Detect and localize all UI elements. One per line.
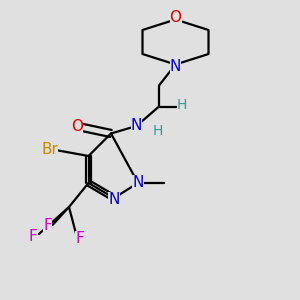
Text: F: F: [75, 231, 84, 246]
Text: H: H: [153, 124, 164, 137]
Text: F: F: [43, 218, 52, 233]
Text: O: O: [71, 119, 83, 134]
Text: O: O: [169, 10, 181, 25]
Text: N: N: [132, 175, 144, 190]
Text: Br: Br: [41, 142, 58, 157]
Text: F: F: [28, 229, 38, 244]
Text: H: H: [177, 98, 188, 112]
Text: N: N: [108, 192, 120, 207]
Text: N: N: [131, 118, 142, 134]
Text: N: N: [170, 59, 181, 74]
